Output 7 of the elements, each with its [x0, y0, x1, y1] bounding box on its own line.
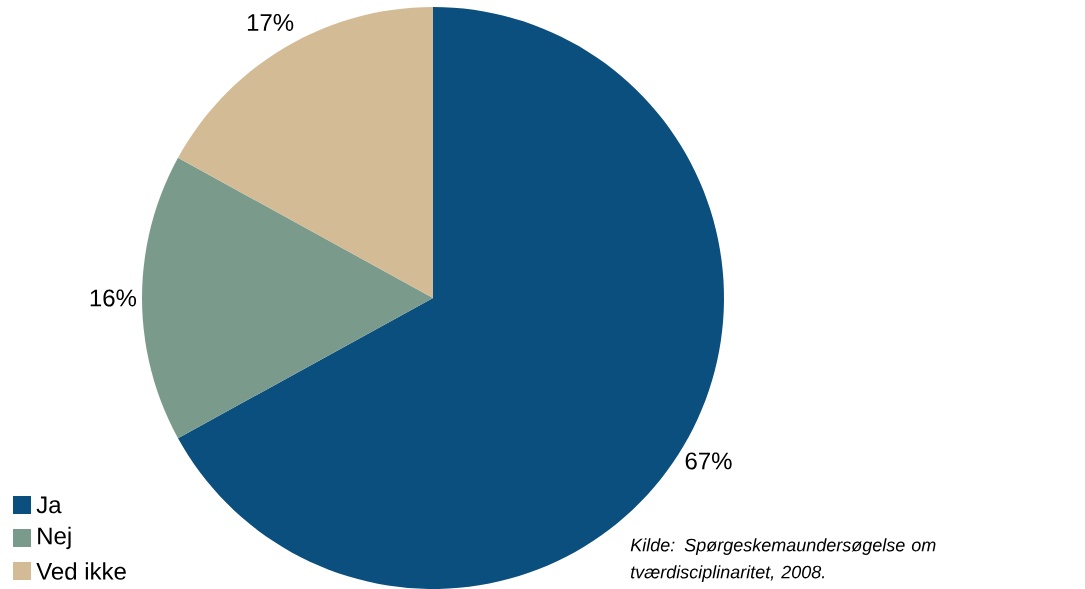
legend-label: Ja	[36, 496, 62, 514]
legend-label: Nej	[38, 526, 71, 550]
data-label: 16%	[90, 289, 137, 307]
data-label: 67%	[685, 452, 732, 470]
data-label: 17%	[247, 14, 294, 31]
text: Kilde: Spørgeskemaundersøgelse om tværdisciplinaritet, 2008.	[630, 538, 936, 582]
legend-label: Ved ikke	[36, 562, 126, 580]
